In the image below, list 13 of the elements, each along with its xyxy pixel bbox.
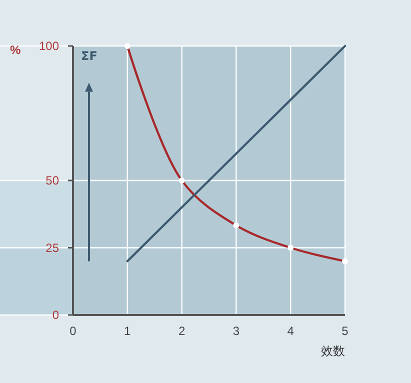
x-tick-label: 5 — [342, 324, 349, 338]
y-axis-title: % — [10, 43, 21, 57]
y-tick-label: 50 — [46, 174, 60, 188]
x-tick-label: 4 — [287, 324, 294, 338]
x-axis-title: 效数 — [321, 344, 345, 358]
text: ΣF — [81, 49, 98, 63]
x-tick-label: 3 — [232, 324, 240, 338]
y-tick-label: 100 — [38, 39, 60, 53]
x-tick-label: 0 — [70, 324, 77, 338]
y-tick-label: 0 — [52, 308, 60, 322]
x-tick-label: 2 — [178, 324, 186, 338]
x-tick-label: 1 — [124, 324, 132, 338]
y-tick-label: 25 — [46, 240, 60, 255]
